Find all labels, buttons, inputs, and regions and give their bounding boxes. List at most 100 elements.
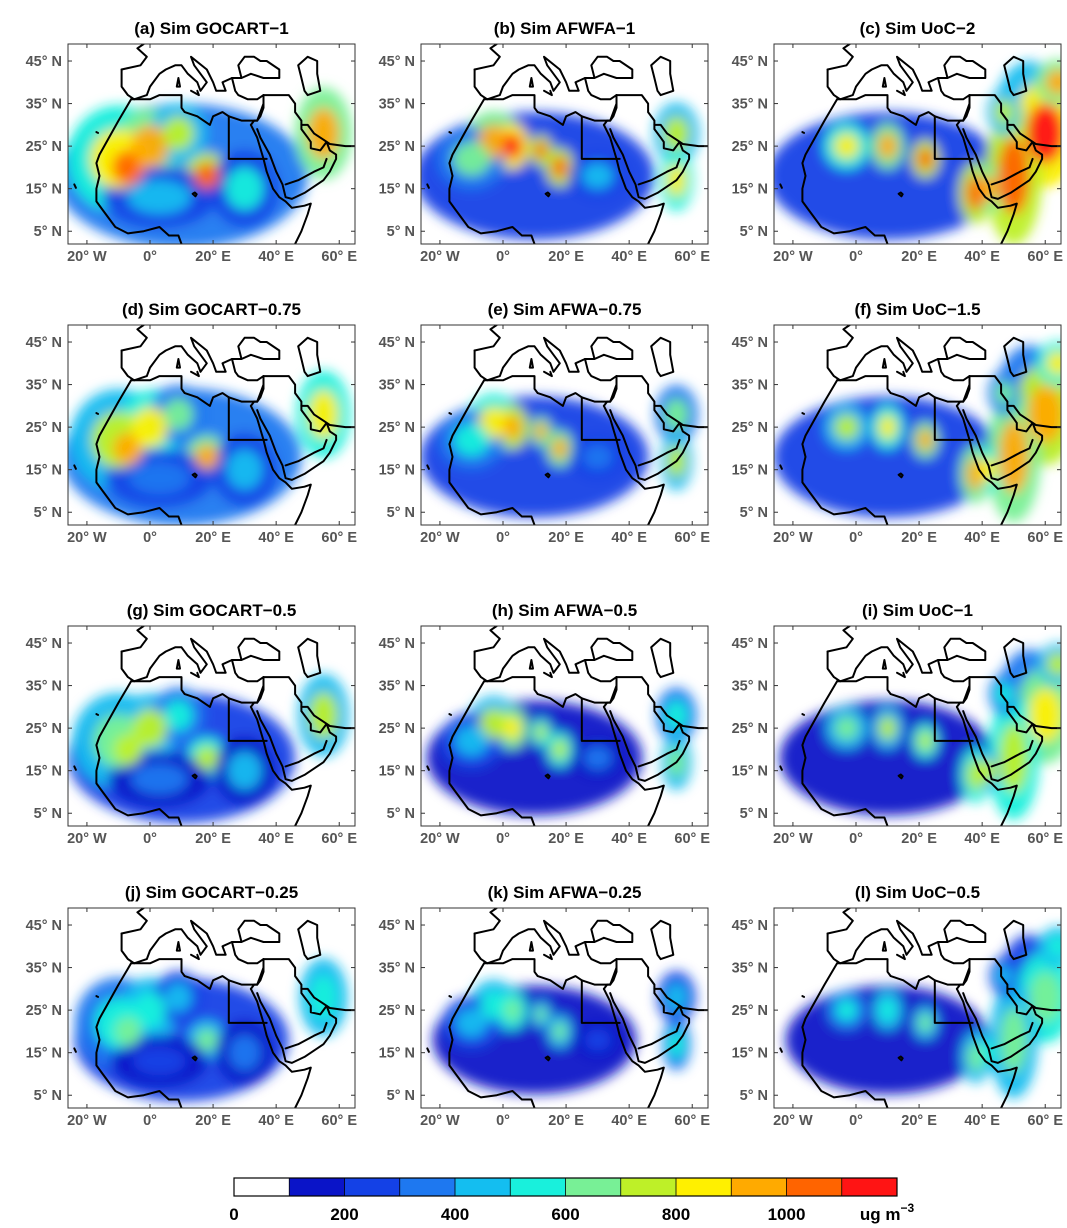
lon-tick-label: 20° E bbox=[548, 249, 584, 265]
lat-tick-label: 25° N bbox=[379, 1003, 415, 1019]
map-panel-2: (b) Sim AFWFA−1 45° N 35° N 25° N 15° N 5° N 2… bbox=[379, 19, 711, 265]
dust-concentration-field bbox=[68, 674, 350, 824]
colorbar-tick-label: 600 bbox=[551, 1205, 579, 1224]
lat-tick-label: 15° N bbox=[26, 463, 62, 479]
map-panel-10: (j) Sim GOCART−0.25 45° N 35° N 25° N 15° N 5… bbox=[26, 883, 358, 1129]
lat-tick-label: 15° N bbox=[379, 764, 415, 780]
lat-tick-label: 5° N bbox=[34, 806, 62, 822]
lon-tick-label: 40° E bbox=[964, 1113, 1000, 1129]
lat-tick-label: 35° N bbox=[732, 378, 768, 394]
lon-tick-label: 20° W bbox=[67, 1113, 107, 1129]
map-frame bbox=[67, 625, 356, 827]
lon-tick-label: 20° E bbox=[548, 1113, 584, 1129]
colorbar-segment bbox=[841, 1178, 898, 1196]
lon-tick-label: 20° W bbox=[420, 530, 460, 546]
lat-tick-label: 45° N bbox=[379, 918, 415, 934]
panel-title: (e) Sim AFWA−0.75 bbox=[488, 300, 642, 319]
lon-tick-label: 40° E bbox=[964, 831, 1000, 847]
map-frame bbox=[67, 907, 356, 1109]
lat-tick-label: 35° N bbox=[732, 679, 768, 695]
lat-tick-label: 25° N bbox=[732, 1003, 768, 1019]
lat-tick-label: 25° N bbox=[379, 420, 415, 436]
lat-tick-label: 5° N bbox=[387, 806, 415, 822]
colorbar: 0 200 400 600 800 1000 ug m−3 bbox=[229, 1177, 915, 1224]
lon-tick-label: 20° E bbox=[901, 249, 937, 265]
lon-tick-label: 60° E bbox=[1027, 249, 1063, 265]
map-frame bbox=[773, 324, 1062, 526]
dust-concentration-field bbox=[426, 687, 697, 816]
colorbar-tick-label: 1000 bbox=[768, 1205, 806, 1224]
colorbar-tick-label: 200 bbox=[330, 1205, 358, 1224]
lat-tick-label: 5° N bbox=[740, 806, 768, 822]
lat-tick-label: 35° N bbox=[26, 97, 62, 113]
map-panel-8: (h) Sim AFWA−0.5 45° N 35° N 25° N 15° N 5° N… bbox=[379, 601, 711, 847]
coastlines bbox=[426, 325, 708, 525]
lat-tick-label: 5° N bbox=[387, 1088, 415, 1104]
panel-title: (i) Sim UoC−1 bbox=[862, 601, 973, 620]
lat-tick-label: 25° N bbox=[26, 721, 62, 737]
lon-tick-label: 20° E bbox=[195, 249, 231, 265]
lon-tick-label: 0° bbox=[496, 1113, 510, 1129]
map-frame bbox=[420, 625, 709, 827]
lat-tick-label: 35° N bbox=[732, 97, 768, 113]
colorbar-tick-label: 800 bbox=[662, 1205, 690, 1224]
map-frame bbox=[67, 324, 356, 526]
lat-tick-label: 45° N bbox=[732, 335, 768, 351]
coastlines bbox=[779, 626, 1061, 826]
map-frame bbox=[773, 625, 1062, 827]
colorbar-segment bbox=[234, 1178, 290, 1196]
lon-tick-label: 20° W bbox=[420, 249, 460, 265]
lat-tick-label: 5° N bbox=[387, 505, 415, 521]
dust-concentration-field bbox=[421, 385, 699, 518]
colorbar-unit-label: ug m−3 bbox=[860, 1201, 915, 1224]
lat-tick-label: 45° N bbox=[379, 636, 415, 652]
lat-tick-label: 25° N bbox=[26, 1003, 62, 1019]
lon-tick-label: 60° E bbox=[1027, 530, 1063, 546]
lon-tick-label: 60° E bbox=[1027, 1113, 1063, 1129]
lon-tick-label: 40° E bbox=[964, 530, 1000, 546]
lat-tick-label: 25° N bbox=[26, 139, 62, 155]
lon-tick-label: 40° E bbox=[258, 1113, 294, 1129]
map-panel-5: (e) Sim AFWA−0.75 45° N 35° N 25° N 15° N 5° … bbox=[379, 300, 711, 546]
lat-tick-label: 15° N bbox=[26, 182, 62, 198]
lon-tick-label: 0° bbox=[849, 831, 863, 847]
lon-tick-label: 40° E bbox=[258, 249, 294, 265]
colorbar-segment bbox=[455, 1178, 511, 1196]
lon-tick-label: 20° E bbox=[901, 831, 937, 847]
lon-tick-label: 20° E bbox=[195, 1113, 231, 1129]
coastlines bbox=[426, 44, 708, 244]
map-frame bbox=[420, 43, 709, 245]
map-panel-11: (k) Sim AFWA−0.25 45° N 35° N 25° N 15° N 5° … bbox=[379, 883, 711, 1129]
lat-tick-label: 15° N bbox=[732, 463, 768, 479]
lat-tick-label: 45° N bbox=[732, 636, 768, 652]
lon-tick-label: 0° bbox=[496, 530, 510, 546]
coastlines bbox=[779, 908, 1061, 1108]
lat-tick-label: 15° N bbox=[732, 1046, 768, 1062]
lon-tick-label: 20° W bbox=[773, 1113, 813, 1129]
map-panel-3: (c) Sim UoC−2 45° N 35° N 25° N 15° N 5° N 20°… bbox=[732, 19, 1064, 265]
lon-tick-label: 40° E bbox=[611, 530, 647, 546]
lat-tick-label: 45° N bbox=[26, 636, 62, 652]
lat-tick-label: 25° N bbox=[732, 139, 768, 155]
coastlines bbox=[426, 626, 708, 826]
lat-tick-label: 35° N bbox=[732, 961, 768, 977]
coastlines bbox=[779, 325, 1061, 525]
panel-title: (h) Sim AFWA−0.5 bbox=[492, 601, 637, 620]
lon-tick-label: 40° E bbox=[611, 1113, 647, 1129]
map-frame bbox=[67, 43, 356, 245]
lat-tick-label: 35° N bbox=[26, 378, 62, 394]
lat-tick-label: 45° N bbox=[379, 54, 415, 70]
map-panel-4: (d) Sim GOCART−0.75 45° N 35° N 25° N 15° N 5… bbox=[26, 300, 358, 546]
lat-tick-label: 5° N bbox=[34, 505, 62, 521]
lon-tick-label: 60° E bbox=[321, 530, 357, 546]
map-frame bbox=[420, 907, 709, 1109]
map-frame bbox=[420, 324, 709, 526]
panel-title: (d) Sim GOCART−0.75 bbox=[122, 300, 301, 319]
dust-concentration-field bbox=[774, 341, 1061, 523]
lon-tick-label: 20° W bbox=[420, 1113, 460, 1129]
lat-tick-label: 15° N bbox=[379, 1046, 415, 1062]
lon-tick-label: 20° W bbox=[773, 249, 813, 265]
lon-tick-label: 60° E bbox=[674, 249, 710, 265]
panel-title: (f) Sim UoC−1.5 bbox=[854, 300, 980, 319]
lon-tick-label: 0° bbox=[496, 831, 510, 847]
